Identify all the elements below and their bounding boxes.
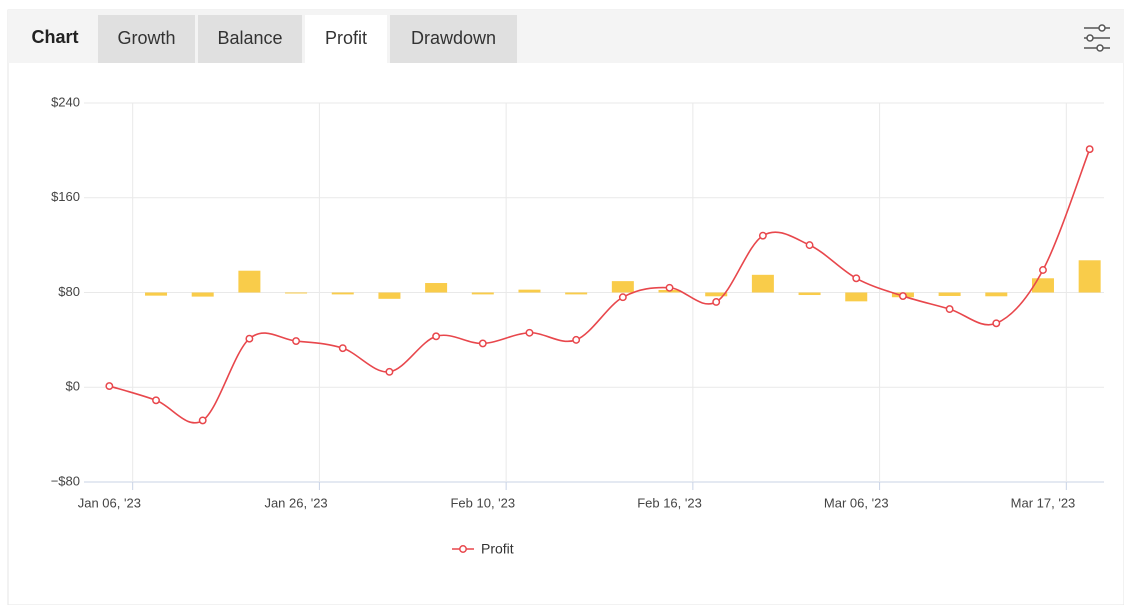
bar: [611, 281, 634, 293]
bar: [751, 274, 774, 293]
tabs: Growth Balance Profit Drawdown: [98, 15, 517, 63]
point: [712, 298, 721, 306]
y-tick-label: $0: [66, 379, 80, 394]
y-tick-label: $80: [58, 284, 80, 299]
bar: [145, 292, 168, 296]
legend-label: Profit: [481, 541, 514, 557]
point: [152, 396, 160, 405]
point: [245, 334, 254, 343]
point: [292, 337, 301, 346]
tab-label: Profit: [325, 28, 367, 48]
bar: [191, 292, 214, 297]
point: [1039, 266, 1047, 274]
bar: [985, 292, 1008, 297]
x-tick-label: Jan 06, '23: [78, 495, 141, 510]
point: [665, 283, 674, 292]
x-tick-label: Mar 06, '23: [824, 495, 889, 510]
bar: [565, 292, 588, 295]
tab[interactable]: [98, 15, 195, 63]
point: [618, 293, 627, 302]
point: [852, 274, 861, 283]
point: [945, 305, 954, 314]
bar: [285, 292, 308, 294]
y-tick-label: $240: [51, 94, 80, 109]
card: [7, 9, 1124, 605]
tab-label: Growth: [117, 28, 175, 48]
bar: [425, 283, 448, 293]
tab[interactable]: [390, 15, 517, 63]
x-tick-label: Feb 10, '23: [450, 495, 515, 510]
bar: [798, 292, 821, 296]
settings-icon[interactable]: [1084, 24, 1110, 52]
plot: −$80 $0 $80 $160 $240 Jan 06, '23 Jan 26, '23 F…: [51, 94, 1104, 557]
bar: [518, 289, 541, 293]
line: [109, 148, 1091, 424]
x-tick-label: Jan 26, '23: [264, 495, 327, 510]
point: [478, 339, 487, 348]
tab-bar-label: Chart: [31, 27, 78, 47]
x-tick-label: Feb 16, '23: [637, 495, 702, 510]
bar: [845, 292, 868, 302]
bar: [331, 292, 354, 295]
bar: [1078, 260, 1101, 293]
point: [992, 319, 1001, 328]
tab[interactable]: [198, 15, 302, 63]
point: [338, 344, 347, 353]
point: [385, 367, 394, 376]
bar: [1031, 278, 1054, 293]
point: [525, 328, 534, 337]
point: [898, 292, 907, 301]
tab-label: Drawdown: [411, 28, 496, 48]
bar: [938, 292, 961, 296]
tab[interactable]: [305, 15, 387, 63]
bar: [378, 292, 401, 299]
point: [432, 332, 441, 341]
point: [758, 231, 767, 240]
y-tick-label: −$80: [51, 473, 80, 488]
point: [198, 416, 207, 425]
bar: [705, 292, 728, 297]
point: [572, 335, 581, 344]
point: [1085, 145, 1094, 154]
bar: [471, 292, 494, 295]
x-tick-label: Mar 17, '23: [1011, 495, 1076, 510]
bar: [238, 270, 261, 293]
legend-marker: [459, 545, 467, 553]
point: [105, 382, 114, 391]
tab-label: Balance: [217, 28, 282, 48]
point: [805, 241, 814, 250]
y-tick-label: $160: [51, 189, 80, 204]
